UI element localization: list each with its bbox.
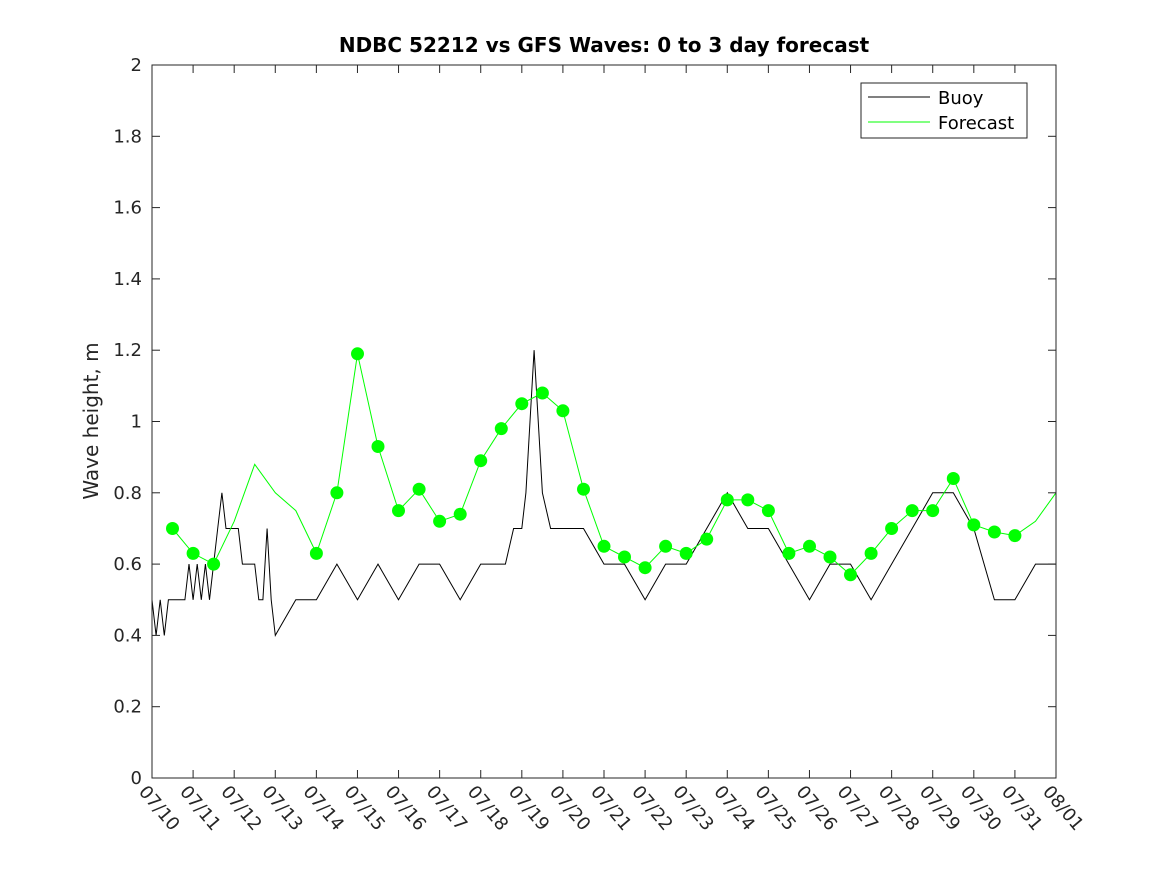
forecast-marker — [371, 440, 385, 453]
y-tick-label: 0.4 — [113, 625, 142, 646]
forecast-marker — [926, 504, 940, 518]
forecast-marker — [207, 557, 221, 571]
y-tick-label: 0 — [131, 768, 142, 789]
forecast-marker — [556, 404, 570, 418]
forecast-marker — [679, 546, 693, 560]
legend-label-forecast: Forecast — [938, 113, 1014, 134]
y-tick-label: 0.2 — [113, 697, 142, 718]
forecast-marker — [761, 504, 775, 518]
forecast-marker — [946, 472, 960, 485]
forecast-marker — [392, 504, 405, 518]
y-tick-label: 1 — [131, 412, 142, 433]
forecast-marker — [494, 422, 508, 436]
forecast-marker — [823, 550, 837, 564]
forecast-marker — [577, 482, 590, 496]
forecast-marker — [782, 546, 796, 560]
forecast-marker — [597, 539, 611, 553]
forecast-marker — [741, 493, 755, 507]
forecast-marker — [166, 522, 179, 535]
forecast-marker — [351, 347, 364, 361]
forecast-marker — [864, 546, 878, 560]
forecast-marker — [433, 514, 447, 528]
y-tick-label: 2 — [131, 55, 142, 76]
chart-title: NDBC 52212 vs GFS Waves: 0 to 3 day fore… — [339, 33, 870, 57]
forecast-marker — [515, 397, 529, 411]
legend-box — [860, 82, 1028, 139]
forecast-marker — [844, 568, 857, 582]
legend-label-buoy: Buoy — [938, 88, 984, 109]
y-axis-label: Wave height, m — [79, 342, 103, 499]
forecast-marker — [885, 522, 899, 535]
forecast-marker — [1008, 529, 1022, 543]
y-tick-label: 0.6 — [113, 554, 142, 575]
forecast-marker — [618, 550, 631, 564]
forecast-marker — [330, 486, 344, 500]
forecast-marker — [905, 504, 919, 518]
forecast-marker — [453, 507, 467, 521]
forecast-marker — [967, 518, 981, 532]
forecast-marker — [309, 546, 323, 560]
forecast-marker — [638, 561, 652, 575]
y-tick-label: 1.8 — [113, 126, 142, 147]
forecast-marker — [535, 386, 549, 400]
forecast-marker — [987, 525, 1001, 539]
forecast-marker — [412, 482, 426, 496]
forecast-marker — [720, 493, 734, 507]
y-tick-label: 1.6 — [113, 198, 142, 219]
y-tick-label: 1.4 — [113, 269, 142, 290]
forecast-marker — [186, 546, 200, 560]
y-tick-label: 0.8 — [113, 483, 142, 504]
forecast-marker — [474, 454, 488, 468]
legend: Buoy Forecast — [860, 82, 1028, 139]
y-tick-label: 1.2 — [113, 340, 142, 361]
forecast-marker — [659, 539, 673, 553]
series-line-buoy — [151, 350, 1056, 637]
forecast-marker — [700, 532, 714, 546]
plot-area — [151, 347, 1057, 637]
forecast-marker — [803, 539, 816, 553]
